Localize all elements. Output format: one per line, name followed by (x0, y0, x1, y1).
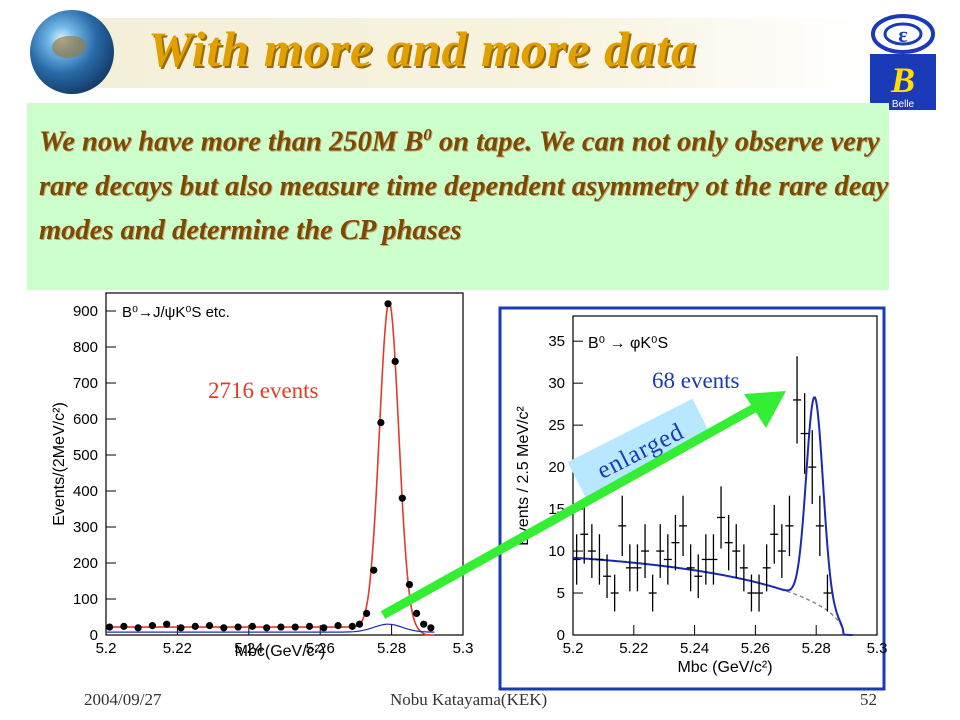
left-x-axis-label: Mbc(GeV/c²) (235, 643, 326, 660)
left-data-point (163, 620, 171, 628)
right-ytick-label: 5 (557, 585, 565, 602)
right-ytick-label: 35 (548, 333, 565, 350)
left-xtick-label: 5.3 (453, 640, 474, 657)
left-data-point (105, 623, 114, 631)
right-xtick-label: 5.22 (619, 640, 648, 657)
right-xtick-label: 5.2 (563, 640, 584, 657)
right-ytick-label: 20 (548, 459, 565, 476)
left-data-points (105, 300, 435, 632)
left-xtick-label: 5.28 (377, 640, 406, 657)
left-xtick-label: 5.22 (163, 640, 192, 657)
left-data-point (420, 620, 428, 628)
right-xtick-label: 5.28 (802, 640, 831, 657)
right-data-points (572, 356, 832, 612)
left-y-ticks: 0 100 200 300 400 500 600 700 800 900 (73, 303, 116, 644)
left-data-point (134, 624, 142, 632)
right-x-ticks: 5.2 5.22 5.24 5.26 5.28 5.3 (563, 625, 888, 657)
left-data-point (191, 622, 199, 630)
right-ytick-label: 10 (548, 543, 565, 560)
left-data-point (405, 581, 414, 589)
left-ytick-label: 100 (73, 591, 98, 608)
left-data-point (391, 357, 399, 365)
right-x-axis-label: Mbc (GeV/c²) (677, 659, 772, 676)
right-xtick-label: 5.26 (741, 640, 770, 657)
right-y-axis-label: Events / 2.5 MeV/c² (515, 406, 532, 546)
enlarged-arrow-head (744, 391, 786, 428)
left-data-point (334, 622, 342, 630)
logo-text: Belle (892, 99, 915, 110)
left-plot-frame (105, 292, 464, 636)
left-chart: 0 100 200 300 400 500 600 700 800 900 5.2 5.22 5.24… (51, 292, 474, 660)
left-data-point (234, 623, 242, 631)
left-data-point (398, 494, 406, 502)
left-data-point (320, 624, 328, 632)
right-count-label: 68 events (652, 368, 740, 393)
footer-date: 2004/09/27 (84, 690, 162, 709)
left-xtick-label: 5.2 (96, 640, 117, 657)
summary-text-sup: 0 (423, 125, 432, 144)
summary-text: We now have more than 250M B0 on tape. W… (39, 113, 889, 253)
left-data-point (348, 622, 356, 630)
left-ytick-label: 400 (73, 483, 98, 500)
left-ytick-label: 200 (73, 555, 98, 572)
summary-text-post: on tape. We can not only observe very ra… (39, 126, 889, 246)
footer-page: 52 (860, 690, 877, 709)
left-data-point (120, 622, 128, 630)
left-data-point (263, 624, 271, 632)
summary-textbox: We now have more than 250M B0 on tape. W… (27, 103, 889, 290)
globe-icon (30, 10, 114, 94)
left-xtick-label: 5.24 (234, 640, 263, 657)
left-data-point (291, 623, 299, 631)
belle-logo-icon: ε B Belle (870, 14, 936, 110)
left-data-point (177, 624, 185, 632)
left-ytick-label: 500 (73, 447, 98, 464)
left-ytick-label: 0 (90, 627, 98, 644)
slide-title: With more and more data (148, 21, 697, 77)
left-data-point (248, 622, 256, 630)
svg-text:ε: ε (898, 22, 907, 47)
left-data-point (205, 622, 214, 630)
left-data-point (277, 623, 285, 631)
left-data-point (384, 300, 392, 308)
left-data-point (427, 624, 435, 632)
left-background-curve (106, 623, 435, 633)
right-process-label: B⁰ → φK⁰S (588, 335, 668, 352)
left-process-label: B⁰→J/ψK⁰S etc. (122, 304, 230, 321)
enlarged-tag-bg (567, 398, 712, 500)
right-ytick-label: 30 (548, 375, 565, 392)
left-data-point (355, 620, 364, 628)
right-ytick-label: 0 (557, 627, 565, 644)
left-data-point (412, 609, 421, 618)
enlarged-arrow-shaft (380, 402, 761, 619)
right-xtick-label: 5.3 (867, 640, 888, 657)
left-data-point (370, 566, 378, 574)
left-ytick-label: 300 (73, 519, 98, 536)
left-xtick-label: 5.26 (306, 640, 335, 657)
left-data-point (363, 609, 371, 618)
summary-text-pre: We now have more than 250M B (39, 126, 424, 158)
left-ytick-label: 900 (73, 303, 98, 320)
left-ytick-label: 700 (73, 375, 98, 392)
left-y-axis-label: Events/(2MeV/c²) (51, 402, 68, 526)
footer-author: Nobu Katayama(KEK) (390, 690, 548, 709)
left-data-point (377, 419, 385, 427)
left-ytick-label: 800 (73, 339, 98, 356)
right-ytick-label: 25 (548, 417, 565, 434)
left-ytick-label: 600 (73, 411, 98, 428)
left-count-label: 2716 events (208, 378, 319, 403)
svg-text:B: B (890, 60, 915, 100)
left-data-point (148, 622, 157, 630)
left-data-point (305, 622, 314, 630)
title-band (95, 18, 865, 88)
right-xtick-label: 5.24 (680, 640, 709, 657)
left-data-point (220, 624, 228, 632)
